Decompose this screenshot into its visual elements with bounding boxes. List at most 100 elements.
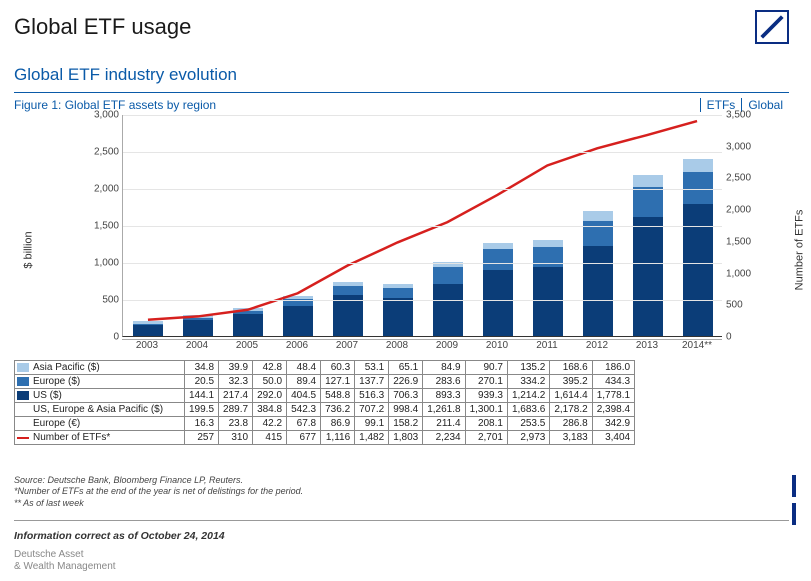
footer-brand: Deutsche Asset & Wealth Management xyxy=(14,549,116,573)
table-cell: 2,398.4 xyxy=(592,403,634,417)
table-cell: 39.9 xyxy=(219,361,253,375)
y-right-tick: 2,000 xyxy=(722,205,751,216)
year-label: 2006 xyxy=(272,339,322,355)
table-cell: 65.1 xyxy=(389,361,423,375)
table-cell: 2,701 xyxy=(465,431,507,445)
table-cell: 289.7 xyxy=(219,403,253,417)
table-cell: 137.7 xyxy=(355,375,389,389)
table-row: US, Europe & Asia Pacific ($)199.5289.73… xyxy=(15,403,635,417)
y-left-tick: 1,500 xyxy=(94,221,123,232)
year-label: 2010 xyxy=(472,339,522,355)
table-cell: 3,183 xyxy=(550,431,592,445)
year-label: 2007 xyxy=(322,339,372,355)
year-label: 2009 xyxy=(422,339,472,355)
year-label: 2012 xyxy=(572,339,622,355)
table-cell: 1,803 xyxy=(389,431,423,445)
table-cell: 939.3 xyxy=(465,389,507,403)
table-cell: 415 xyxy=(253,431,287,445)
year-label: 2005 xyxy=(222,339,272,355)
table-cell: 1,614.4 xyxy=(550,389,592,403)
table-cell: 199.5 xyxy=(185,403,219,417)
y-left-label: $ billion xyxy=(23,231,35,268)
table-cell: 270.1 xyxy=(465,375,507,389)
table-cell: 144.1 xyxy=(185,389,219,403)
decorative-sidebar xyxy=(792,475,796,531)
table-row: Asia Pacific ($)34.839.942.848.460.353.1… xyxy=(15,361,635,375)
table-cell: 334.2 xyxy=(507,375,549,389)
row-label: US, Europe & Asia Pacific ($) xyxy=(15,403,185,417)
table-cell: 2,178.2 xyxy=(550,403,592,417)
table-cell: 127.1 xyxy=(321,375,355,389)
table-cell: 168.6 xyxy=(550,361,592,375)
table-cell: 2,973 xyxy=(507,431,549,445)
table-cell: 135.2 xyxy=(507,361,549,375)
table-cell: 434.3 xyxy=(592,375,634,389)
figure-header: Figure 1: Global ETF assets by region ET… xyxy=(14,98,789,112)
table-cell: 158.2 xyxy=(389,417,423,431)
table-cell: 1,214.2 xyxy=(507,389,549,403)
footer-divider xyxy=(14,520,789,521)
table-cell: 2,234 xyxy=(423,431,465,445)
table-cell: 395.2 xyxy=(550,375,592,389)
y-left-tick: 500 xyxy=(102,295,123,306)
table-cell: 1,482 xyxy=(355,431,389,445)
table-row: US ($)144.1217.4292.0404.5548.8516.3706.… xyxy=(15,389,635,403)
table-cell: 23.8 xyxy=(219,417,253,431)
source-line: *Number of ETFs at the end of the year i… xyxy=(14,486,303,497)
y-right-tick: 1,000 xyxy=(722,268,751,279)
table-cell: 99.1 xyxy=(355,417,389,431)
y-right-tick: 3,000 xyxy=(722,141,751,152)
divider xyxy=(14,92,789,93)
table-cell: 89.4 xyxy=(287,375,321,389)
year-label: 2004 xyxy=(172,339,222,355)
table-cell: 60.3 xyxy=(321,361,355,375)
table-cell: 211.4 xyxy=(423,417,465,431)
year-label: 2008 xyxy=(372,339,422,355)
table-cell: 548.8 xyxy=(321,389,355,403)
page-title: Global ETF usage xyxy=(14,14,191,40)
y-left-tick: 1,000 xyxy=(94,258,123,269)
table-cell: 20.5 xyxy=(185,375,219,389)
db-logo xyxy=(755,10,789,44)
table-cell: 310 xyxy=(219,431,253,445)
footer-line: & Wealth Management xyxy=(14,561,116,573)
table-cell: 186.0 xyxy=(592,361,634,375)
row-label: Number of ETFs* xyxy=(15,431,185,445)
table-cell: 1,778.1 xyxy=(592,389,634,403)
table-cell: 998.4 xyxy=(389,403,423,417)
table-cell: 84.9 xyxy=(423,361,465,375)
table-cell: 542.3 xyxy=(287,403,321,417)
x-axis-years: 2003200420052006200720082009201020112012… xyxy=(122,339,722,355)
chart: $ billion Number of ETFs 05001,0001,5002… xyxy=(60,115,780,385)
year-label: 2013 xyxy=(622,339,672,355)
year-label: 2014** xyxy=(672,339,722,355)
table-cell: 292.0 xyxy=(253,389,287,403)
y-right-tick: 0 xyxy=(722,332,732,343)
subtitle: Global ETF industry evolution xyxy=(14,65,237,85)
table-cell: 34.8 xyxy=(185,361,219,375)
table-cell: 50.0 xyxy=(253,375,287,389)
table-cell: 706.3 xyxy=(389,389,423,403)
table-cell: 283.6 xyxy=(423,375,465,389)
table-cell: 736.2 xyxy=(321,403,355,417)
table-cell: 384.8 xyxy=(253,403,287,417)
table-cell: 3,404 xyxy=(592,431,634,445)
table-cell: 1,683.6 xyxy=(507,403,549,417)
table-row: Europe ($)20.532.350.089.4127.1137.7226.… xyxy=(15,375,635,389)
data-table: Asia Pacific ($)34.839.942.848.460.353.1… xyxy=(14,360,635,445)
table-row: Europe (€)16.323.842.267.886.999.1158.22… xyxy=(15,417,635,431)
table-cell: 404.5 xyxy=(287,389,321,403)
table-cell: 32.3 xyxy=(219,375,253,389)
y-left-tick: 2,500 xyxy=(94,147,123,158)
info-correct: Information correct as of October 24, 20… xyxy=(14,530,225,542)
y-left-tick: 2,000 xyxy=(94,184,123,195)
table-row: Number of ETFs*2573104156771,1161,4821,8… xyxy=(15,431,635,445)
table-cell: 53.1 xyxy=(355,361,389,375)
y-left-tick: 3,000 xyxy=(94,110,123,121)
row-label: Europe (€) xyxy=(15,417,185,431)
table-cell: 257 xyxy=(185,431,219,445)
source-line: ** As of last week xyxy=(14,498,303,509)
table-cell: 893.3 xyxy=(423,389,465,403)
plot-area: 05001,0001,5002,0002,5003,00005001,0001,… xyxy=(122,115,722,337)
table-cell: 286.8 xyxy=(550,417,592,431)
